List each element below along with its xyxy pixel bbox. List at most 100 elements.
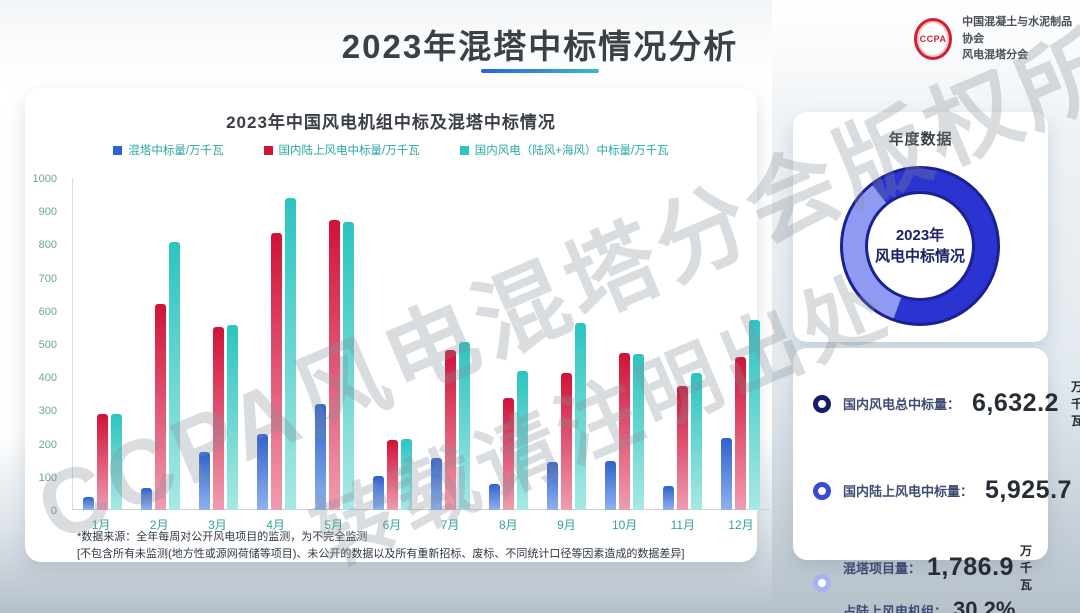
stat-row-total-wind: 国内风电总中标量： 6,632.2 万千瓦 <box>813 378 1080 429</box>
bar-onshore-8月 <box>503 398 515 510</box>
stat-unit: 万千瓦 <box>1019 544 1032 592</box>
bar-hybrid-7月 <box>431 458 442 510</box>
stat-row-onshore-wind: 国内陆上风电中标量： 5,925.7 万千瓦 <box>813 465 1071 516</box>
x-axis-label: 4月 <box>266 518 285 532</box>
page-title: 2023年混塔中标情况分析 <box>341 28 739 65</box>
bar-hybrid-5月 <box>314 404 326 510</box>
donut-label-line1: 2023年 <box>895 227 945 244</box>
ring-bullet-icon <box>813 394 831 413</box>
y-axis-tick: 700 <box>38 272 57 285</box>
bar-group <box>305 178 363 510</box>
bar-onshore-6月 <box>386 440 398 510</box>
bar-total-9月 <box>575 323 587 510</box>
bar-total-6月 <box>400 439 412 510</box>
y-axis-tick: 800 <box>38 239 57 252</box>
y-axis-tick: 1000 <box>32 173 57 185</box>
legend-item: 混塔中标量/万千瓦 <box>113 142 224 158</box>
x-axis-label: 1月 <box>91 518 111 532</box>
x-axis-label: 3月 <box>208 518 227 532</box>
bar-total-2月 <box>168 242 180 510</box>
association-name: 中国混凝土与水泥制品协会 风电混塔分会 <box>962 14 1080 64</box>
donut-ring: 2023年 风电中标情况 <box>840 166 1000 326</box>
bar-hybrid-1月 <box>82 497 94 510</box>
bar-hybrid-6月 <box>372 476 384 510</box>
ring-bullet-icon <box>813 573 831 592</box>
bar-total-8月 <box>517 371 529 510</box>
chart-card: 2023年中国风电机组中标及混塔中标情况 混塔中标量/万千瓦 国内陆上风电中标量/… <box>25 88 770 562</box>
bar-group <box>247 178 305 510</box>
bar-group <box>712 178 770 510</box>
stats-card: 国内风电总中标量： 6,632.2 万千瓦 国内陆上风电中标量： 5,925.7… <box>793 348 1080 613</box>
bar-onshore-10月 <box>619 353 631 510</box>
y-axis-tick: 600 <box>38 305 57 318</box>
stat-value: 6,632.2 <box>972 389 1059 417</box>
footnote-line2: [不包含所有未监测(地方性或源网荷储等项目)、未公开的数据以及所有重新招标、废标… <box>77 547 685 560</box>
x-axis-label: 6月 <box>382 518 402 532</box>
bar-total-11月 <box>691 373 703 510</box>
title-underline <box>481 69 599 73</box>
x-axis-label: 5月 <box>324 518 344 532</box>
y-axis-tick: 900 <box>38 206 57 219</box>
bar-group <box>421 178 479 510</box>
bar-hybrid-10月 <box>605 461 617 510</box>
legend-swatch-icon <box>263 145 273 155</box>
x-axis: 1月 2月 3月 4月 5月 6月 7月 8月 9月 10月 11月 12月 <box>72 516 770 533</box>
bar-hybrid-11月 <box>663 486 675 510</box>
stat-value: 1,786.9 <box>927 553 1014 581</box>
legend-swatch-icon <box>459 145 469 155</box>
bar-chart: 0 100 200 300 400 500 600 700 800 900 1000 1月 2月 3月 4… <box>25 173 770 538</box>
bar-total-4月 <box>284 198 296 510</box>
bar-group <box>73 178 131 510</box>
y-axis-tick: 300 <box>38 405 57 418</box>
footnote-line1: *数据来源：全年每周对公开风电项目的监测，为不完全监测 <box>77 531 368 543</box>
stat-label: 混塔项目量： <box>843 561 922 576</box>
y-axis-tick: 0 <box>50 505 57 517</box>
bar-onshore-1月 <box>96 414 108 510</box>
bar-group <box>131 178 189 510</box>
stat-label: 占陆上风电机组： <box>843 603 948 613</box>
association-name-line1: 中国混凝土与水泥制品协会 <box>962 16 1073 45</box>
bar-onshore-9月 <box>561 373 573 510</box>
bar-total-3月 <box>226 325 238 510</box>
donut-label-line2: 风电中标情况 <box>874 248 965 265</box>
legend-label: 国内陆上风电中标量/万千瓦 <box>278 145 420 157</box>
bar-total-1月 <box>110 414 122 510</box>
y-axis-tick: 100 <box>38 471 57 484</box>
legend-item: 国内陆上风电中标量/万千瓦 <box>263 142 420 158</box>
x-axis-label: 12月 <box>728 518 754 532</box>
association-name-line2: 风电混塔分会 <box>962 49 1029 61</box>
x-axis-label: 7月 <box>440 518 460 532</box>
y-axis: 0 100 200 300 400 500 600 700 800 900 1000 <box>25 173 65 517</box>
bar-onshore-4月 <box>270 233 282 510</box>
stat-line-share: 占陆上风电机组： 30.2% <box>843 597 1032 613</box>
y-axis-tick: 400 <box>38 372 57 385</box>
ring-bullet-icon <box>813 481 831 500</box>
bar-hybrid-4月 <box>256 434 268 510</box>
chart-title: 2023年中国风电机组中标及混塔中标情况 <box>226 113 556 132</box>
bar-onshore-7月 <box>445 350 456 510</box>
legend: 混塔中标量/万千瓦 国内陆上风电中标量/万千瓦 国内风电（陆风+海风）中标量/万千瓦 <box>25 142 757 158</box>
stat-value: 5,925.7 <box>985 476 1072 504</box>
association-logo: CCPA 中国混凝土与水泥制品协会 风电混塔分会 <box>914 14 1080 64</box>
x-axis-label: 9月 <box>557 518 576 532</box>
legend-label: 混塔中标量/万千瓦 <box>128 145 224 157</box>
stat-unit: 万千瓦 <box>1070 380 1080 428</box>
stat-line-volume: 混塔项目量： 1,786.9 万千瓦 <box>843 542 1032 593</box>
bar-total-10月 <box>633 354 645 510</box>
bar-hybrid-2月 <box>140 488 152 510</box>
y-axis-tick: 500 <box>38 339 57 351</box>
stat-label: 国内陆上风电中标量： <box>843 484 974 499</box>
bar-hybrid-3月 <box>198 452 210 510</box>
plot-area <box>72 178 770 510</box>
bar-onshore-3月 <box>212 327 224 510</box>
bar-group <box>189 178 247 510</box>
y-axis-tick: 200 <box>38 438 57 451</box>
bar-total-7月 <box>459 342 470 510</box>
bar-onshore-2月 <box>154 304 166 510</box>
bar-group <box>596 178 654 510</box>
bar-group <box>480 178 538 510</box>
x-axis-label: 8月 <box>498 518 518 532</box>
bar-hybrid-8月 <box>489 484 501 510</box>
x-axis-label: 2月 <box>149 518 169 532</box>
